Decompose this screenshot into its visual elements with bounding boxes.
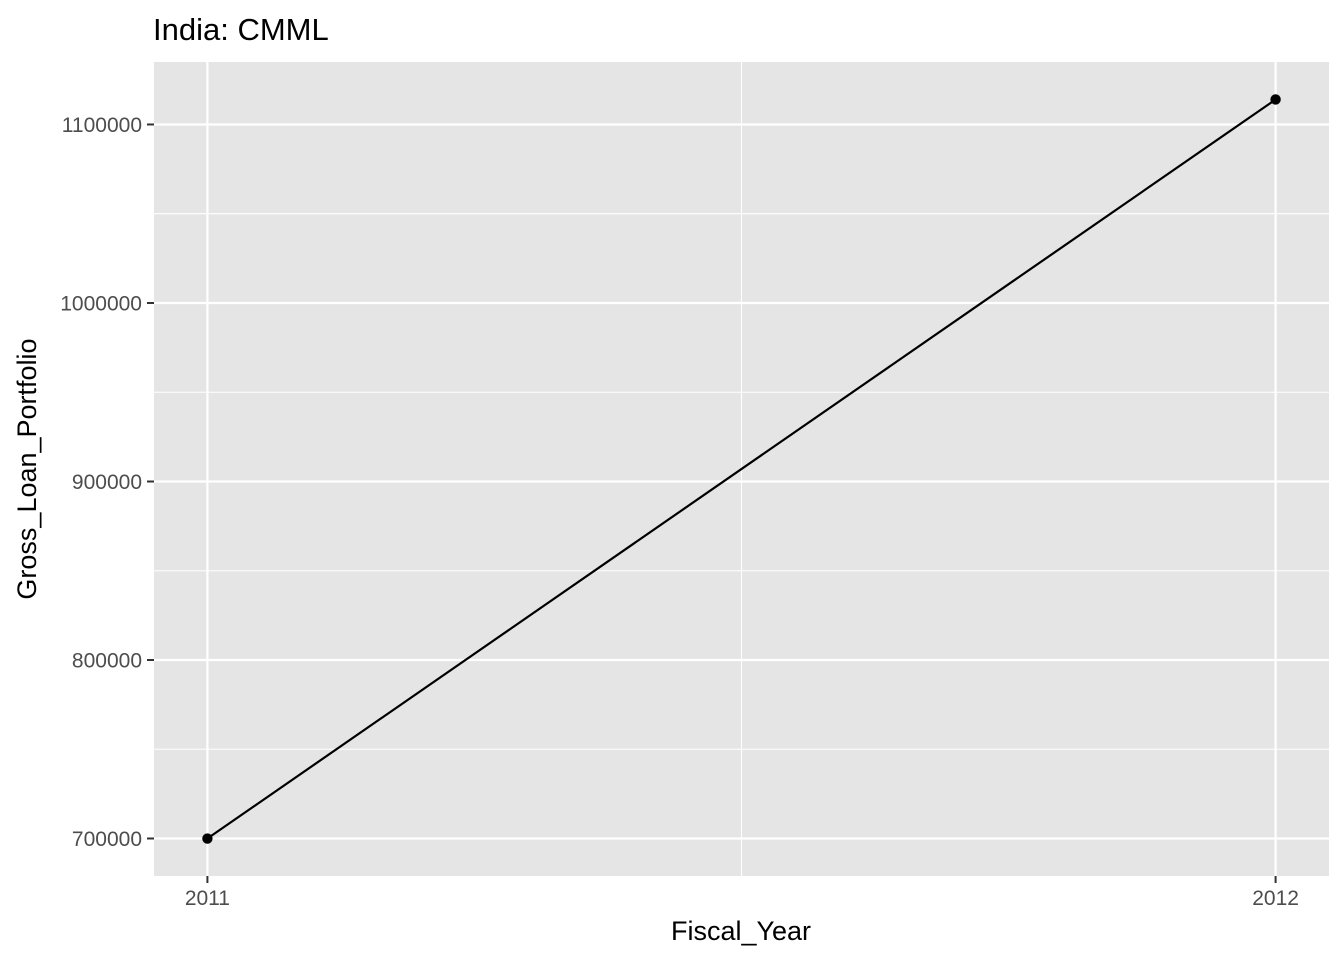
axis-ticks: 700000 800000 900000 1000000 1100000 2011 2012 bbox=[60, 114, 1299, 910]
x-tick-label: 2011 bbox=[185, 887, 230, 910]
grid-lines bbox=[154, 62, 1329, 876]
series-layer bbox=[202, 94, 1281, 844]
y-tick-label: 1000000 bbox=[60, 292, 142, 315]
data-point bbox=[1270, 94, 1281, 105]
x-axis-title: Fiscal_Year bbox=[671, 916, 811, 946]
y-tick-label: 1100000 bbox=[62, 114, 142, 137]
y-tick-label: 900000 bbox=[72, 471, 142, 494]
y-tick-label: 700000 bbox=[72, 828, 142, 851]
series-line bbox=[206, 98, 1277, 840]
y-axis-title: Gross_Loan_Portfolio bbox=[12, 338, 42, 599]
data-point bbox=[202, 833, 213, 844]
chart-title: India: CMML bbox=[153, 12, 329, 47]
y-tick-label: 800000 bbox=[72, 650, 142, 673]
x-tick-label: 2012 bbox=[1252, 887, 1299, 910]
